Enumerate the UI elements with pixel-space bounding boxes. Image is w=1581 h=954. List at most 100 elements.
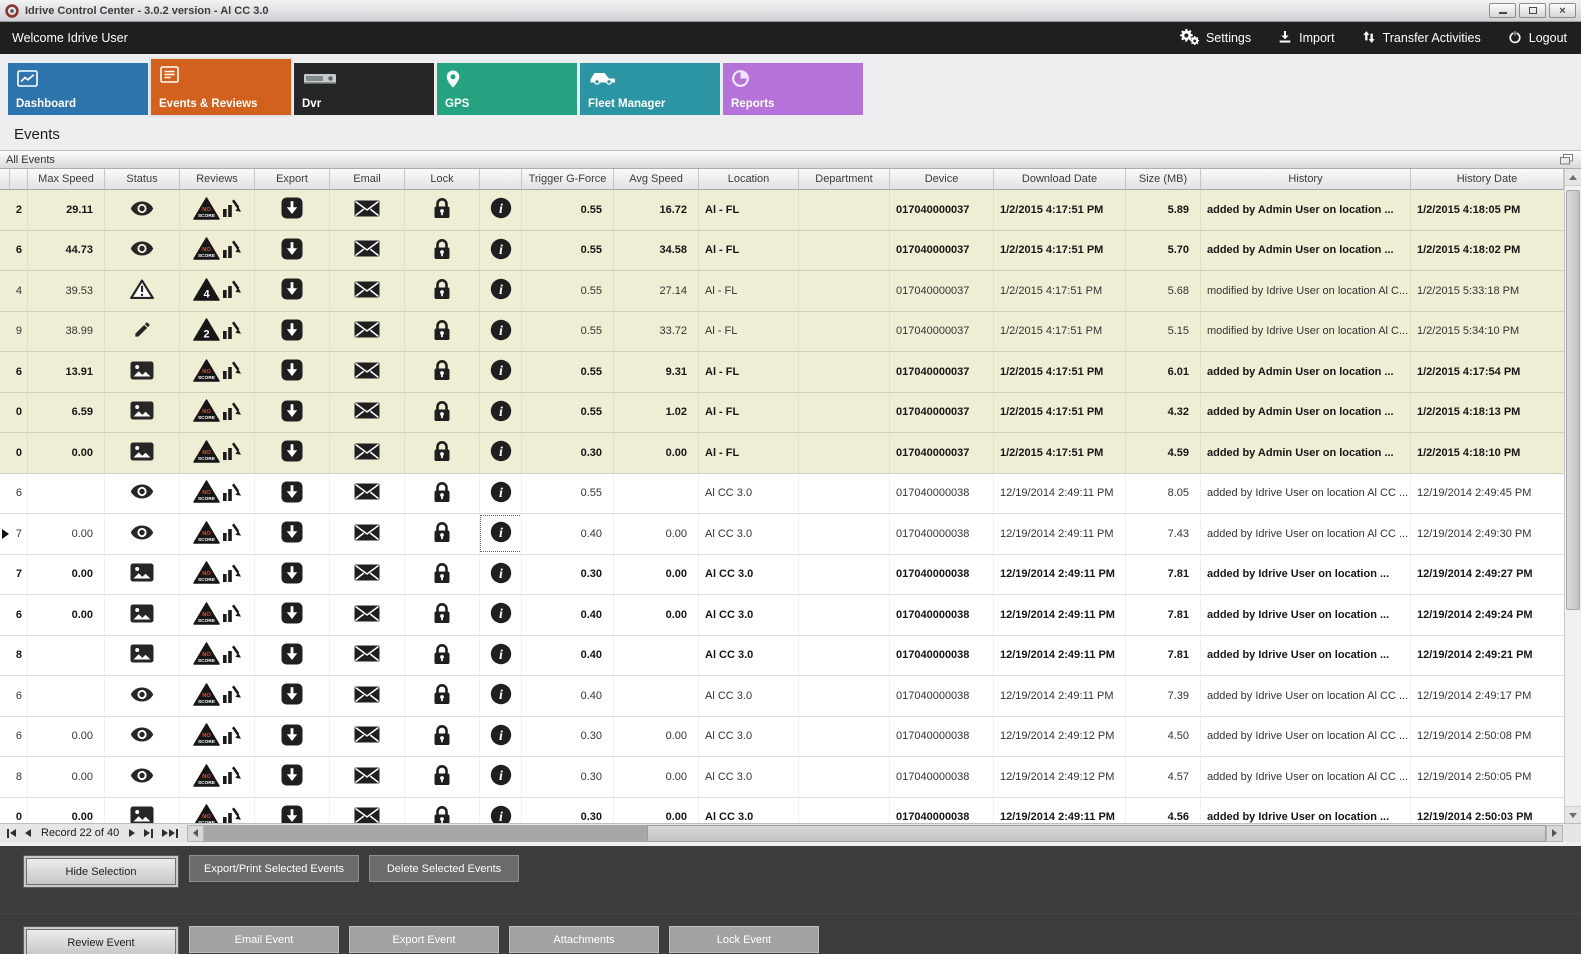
attachments-button[interactable]: Attachments <box>509 926 659 953</box>
scroll-down-button[interactable] <box>1565 806 1581 823</box>
tab-events-reviews[interactable]: Events & Reviews <box>149 57 293 117</box>
event-row[interactable]: 8 NO SCORE i 0.40 Al CC 3.0 017040000038 12/19/… <box>0 635 1564 676</box>
event-row[interactable]: 7 0.00 NO SCORE i 0.30 0.00 Al CC 3.0 0170400000… <box>0 554 1564 595</box>
status-icon-cell[interactable] <box>105 392 180 432</box>
column-header-download-date[interactable]: Download Date <box>994 169 1126 189</box>
lock-cell[interactable] <box>405 392 480 432</box>
delete-selected-events-button[interactable]: Delete Selected Events <box>369 855 520 882</box>
export-print-selected-events-button[interactable]: Export/Print Selected Events <box>189 855 360 882</box>
status-icon-cell[interactable] <box>105 514 180 554</box>
info-cell[interactable]: i <box>480 716 522 756</box>
column-header-trigger-g-force[interactable]: Trigger G-Force <box>522 169 614 189</box>
export-cell[interactable] <box>255 676 330 716</box>
vertical-scrollbar[interactable] <box>1564 169 1581 823</box>
lock-cell[interactable] <box>405 757 480 797</box>
event-row[interactable]: 0 0.00 NO SCORE i 0.30 0.00 Al - FL 017040000037… <box>0 433 1564 474</box>
close-button[interactable]: × <box>1549 3 1576 18</box>
lock-event-button[interactable]: Lock Event <box>669 926 819 953</box>
email-cell[interactable] <box>330 271 405 311</box>
lock-cell[interactable] <box>405 311 480 351</box>
info-cell[interactable]: i <box>480 230 522 270</box>
horizontal-scroll-track[interactable] <box>204 824 1546 842</box>
lock-cell[interactable] <box>405 595 480 635</box>
column-header-avg-speed[interactable]: Avg Speed <box>614 169 699 189</box>
column-header-history[interactable]: History <box>1201 169 1411 189</box>
reviews-cell[interactable]: 4 <box>180 271 255 311</box>
lock-cell[interactable] <box>405 433 480 473</box>
horizontal-scroll-thumb[interactable] <box>647 824 1546 842</box>
email-event-button[interactable]: Email Event <box>189 926 339 953</box>
info-cell[interactable]: i <box>480 190 522 230</box>
status-icon-cell[interactable] <box>105 352 180 392</box>
column-header-size-mb[interactable]: Size (MB) <box>1126 169 1201 189</box>
event-row[interactable]: 9 38.99 2 i 0.55 33.72 Al - FL 017040000037 1/2/… <box>0 311 1564 352</box>
event-row[interactable]: 6 NO SCORE i 0.55 Al CC 3.0 017040000038 12/19/… <box>0 473 1564 514</box>
review-event-button[interactable]: Review Event <box>26 929 176 954</box>
info-cell[interactable]: i <box>480 352 522 392</box>
column-header-email[interactable]: Email <box>330 169 405 189</box>
info-cell[interactable]: i <box>480 554 522 594</box>
status-icon-cell[interactable] <box>105 595 180 635</box>
column-header-department[interactable]: Department <box>799 169 890 189</box>
email-cell[interactable] <box>330 554 405 594</box>
event-row[interactable]: 7 0.00 NO SCORE i 0.40 0.00 Al CC 3.0 0170400000… <box>0 514 1564 555</box>
export-cell[interactable] <box>255 514 330 554</box>
status-icon-cell[interactable] <box>105 271 180 311</box>
event-row[interactable]: 2 29.11 NO SCORE i 0.55 16.72 Al - FL 0170400000… <box>0 190 1564 231</box>
first-record-button[interactable] <box>4 827 19 840</box>
export-cell[interactable] <box>255 473 330 513</box>
column-header-export[interactable]: Export <box>255 169 330 189</box>
import-menu-item[interactable]: Import <box>1277 29 1335 48</box>
last-page-button[interactable] <box>159 827 181 840</box>
export-cell[interactable] <box>255 797 330 823</box>
export-cell[interactable] <box>255 271 330 311</box>
email-cell[interactable] <box>330 473 405 513</box>
info-cell[interactable]: i <box>480 797 522 823</box>
info-cell[interactable]: i <box>480 676 522 716</box>
tab-reports[interactable]: Reports <box>723 63 863 115</box>
status-icon-cell[interactable] <box>105 797 180 823</box>
email-cell[interactable] <box>330 757 405 797</box>
float-panel-icon[interactable] <box>1560 154 1573 165</box>
event-row[interactable]: 8 0.00 NO SCORE i 0.30 0.00 Al CC 3.0 0170400000… <box>0 757 1564 798</box>
column-header-history-date[interactable]: History Date <box>1411 169 1564 189</box>
email-cell[interactable] <box>330 635 405 675</box>
info-cell[interactable]: i <box>480 595 522 635</box>
prev-record-button[interactable] <box>22 827 34 839</box>
export-cell[interactable] <box>255 190 330 230</box>
column-header-info[interactable] <box>480 169 522 189</box>
tab-gps[interactable]: GPS <box>437 63 577 115</box>
export-cell[interactable] <box>255 716 330 756</box>
lock-cell[interactable] <box>405 190 480 230</box>
export-cell[interactable] <box>255 230 330 270</box>
maximize-button[interactable] <box>1519 3 1546 18</box>
email-cell[interactable] <box>330 190 405 230</box>
export-cell[interactable] <box>255 433 330 473</box>
info-cell[interactable]: i <box>480 514 522 554</box>
info-cell[interactable]: i <box>480 757 522 797</box>
minimize-button[interactable] <box>1489 3 1516 18</box>
column-header-max-speed[interactable]: Max Speed <box>28 169 105 189</box>
column-header-location[interactable]: Location <box>699 169 799 189</box>
status-icon-cell[interactable] <box>105 473 180 513</box>
settings-menu-item[interactable]: Settings <box>1176 28 1251 49</box>
column-header-lock[interactable]: Lock <box>405 169 480 189</box>
email-cell[interactable] <box>330 716 405 756</box>
lock-cell[interactable] <box>405 514 480 554</box>
scroll-up-button[interactable] <box>1565 169 1581 186</box>
lock-cell[interactable] <box>405 676 480 716</box>
export-cell[interactable] <box>255 595 330 635</box>
export-cell[interactable] <box>255 554 330 594</box>
email-cell[interactable] <box>330 352 405 392</box>
email-cell[interactable] <box>330 595 405 635</box>
lock-cell[interactable] <box>405 473 480 513</box>
logout-menu-item[interactable]: Logout <box>1507 29 1567 48</box>
